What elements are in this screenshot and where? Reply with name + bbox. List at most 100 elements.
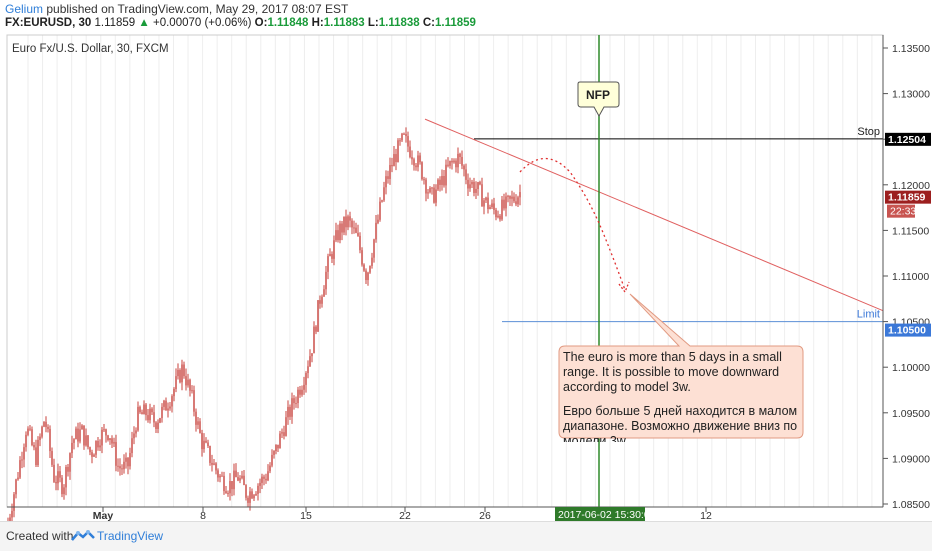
candle-body [99, 445, 101, 448]
candle-body [273, 450, 275, 455]
high-value: 1.11883 [323, 17, 365, 29]
candle-body [179, 369, 181, 383]
candle-body [355, 227, 357, 233]
candle-body [319, 300, 321, 304]
candle-body [245, 485, 247, 498]
candle-body [445, 164, 447, 186]
projection-arrowhead [618, 281, 630, 294]
tradingview-logo-icon[interactable] [71, 529, 95, 543]
y-tick-label: 1.11500 [892, 225, 929, 237]
candle-body [189, 379, 191, 391]
candle-body [515, 201, 517, 205]
candle-body [361, 250, 363, 265]
nfp-label: NFP [586, 88, 610, 102]
candle-body [353, 227, 355, 229]
candle-body [87, 435, 89, 448]
candle-body [125, 457, 127, 462]
candle-body [297, 389, 299, 404]
price-chart[interactable]: NFP The euro is more than 5 days in a sm… [0, 0, 932, 521]
candle-body [149, 408, 151, 421]
candle-body [519, 192, 521, 198]
candles [7, 127, 521, 521]
candle-body [93, 454, 95, 457]
candle-body [491, 203, 493, 208]
projection-path[interactable] [519, 158, 626, 291]
candle-body [411, 157, 413, 160]
candle-body [363, 264, 365, 271]
candle-body [73, 439, 75, 443]
created-with-text: Created with [6, 529, 74, 543]
candle-body [81, 425, 83, 430]
candle-body [497, 215, 499, 218]
candle-body [265, 478, 267, 481]
candle-body [473, 181, 475, 193]
candle-body [225, 491, 227, 494]
open-value: 1.11848 [267, 17, 309, 29]
candle-body [43, 421, 45, 427]
candle-body [61, 477, 63, 495]
candle-body [249, 491, 251, 503]
candle-body [79, 429, 81, 442]
candle-body [281, 432, 283, 434]
candle-body [177, 369, 179, 377]
candle-body [21, 459, 23, 461]
candle-body [275, 444, 277, 451]
candle-body [503, 199, 505, 209]
candle-body [55, 481, 57, 484]
candle-body [15, 479, 17, 495]
candle-body [157, 422, 159, 429]
candle-body [343, 216, 345, 233]
nfp-callout[interactable]: NFP [577, 81, 620, 118]
candle-body [235, 470, 237, 478]
candle-body [197, 421, 199, 425]
candle-body [51, 451, 53, 465]
annotation-text-en: The euro is more than 5 days in a small … [563, 350, 782, 394]
candle-body [139, 406, 141, 413]
nfp-bubble [577, 81, 620, 118]
candle-body [441, 176, 443, 185]
candle-body [465, 169, 467, 180]
candle-body [109, 438, 111, 440]
candle-body [423, 179, 425, 181]
trend-line[interactable] [424, 118, 884, 312]
candle-body [211, 462, 213, 465]
candle-body [335, 230, 337, 241]
candle-body [123, 461, 125, 470]
candle-body [65, 467, 67, 488]
candle-body [277, 444, 279, 449]
candle-body [459, 153, 461, 158]
candle-body [159, 418, 161, 423]
candle-body [261, 476, 263, 483]
candle-body [291, 398, 293, 417]
timer-badge: 22:33 [887, 204, 916, 218]
candle-body [323, 289, 325, 297]
candle-body [341, 223, 343, 233]
annotation-callout[interactable]: The euro is more than 5 days in a small … [558, 293, 804, 442]
tradingview-link[interactable]: TradingView [97, 529, 164, 543]
candle-body [63, 487, 65, 495]
candle-body [471, 181, 473, 185]
candle-body [481, 184, 483, 207]
candle-body [111, 438, 113, 444]
candle-body [71, 442, 73, 454]
candle-body [167, 408, 169, 411]
candle-body [283, 432, 285, 436]
candle-body [59, 471, 61, 478]
symbol[interactable]: FX:EURUSD, 30 [5, 17, 92, 29]
author-link[interactable]: Gelium [5, 2, 44, 16]
candle-body [331, 254, 333, 259]
candle-body [195, 411, 197, 425]
candle-body [89, 447, 91, 453]
candle-body [147, 415, 149, 421]
candle-body [495, 209, 497, 218]
change-value: +0.00070 (+0.06%) [153, 17, 252, 29]
event-date: 2017-06-02 15:30:00 [558, 509, 656, 521]
candle-body [371, 257, 373, 266]
candle-body [217, 470, 219, 478]
candle-body [23, 447, 25, 460]
candle-body [53, 464, 55, 482]
candle-body [39, 436, 41, 440]
candle-body [103, 429, 105, 431]
candle-body [151, 408, 153, 413]
candle-body [259, 482, 261, 486]
